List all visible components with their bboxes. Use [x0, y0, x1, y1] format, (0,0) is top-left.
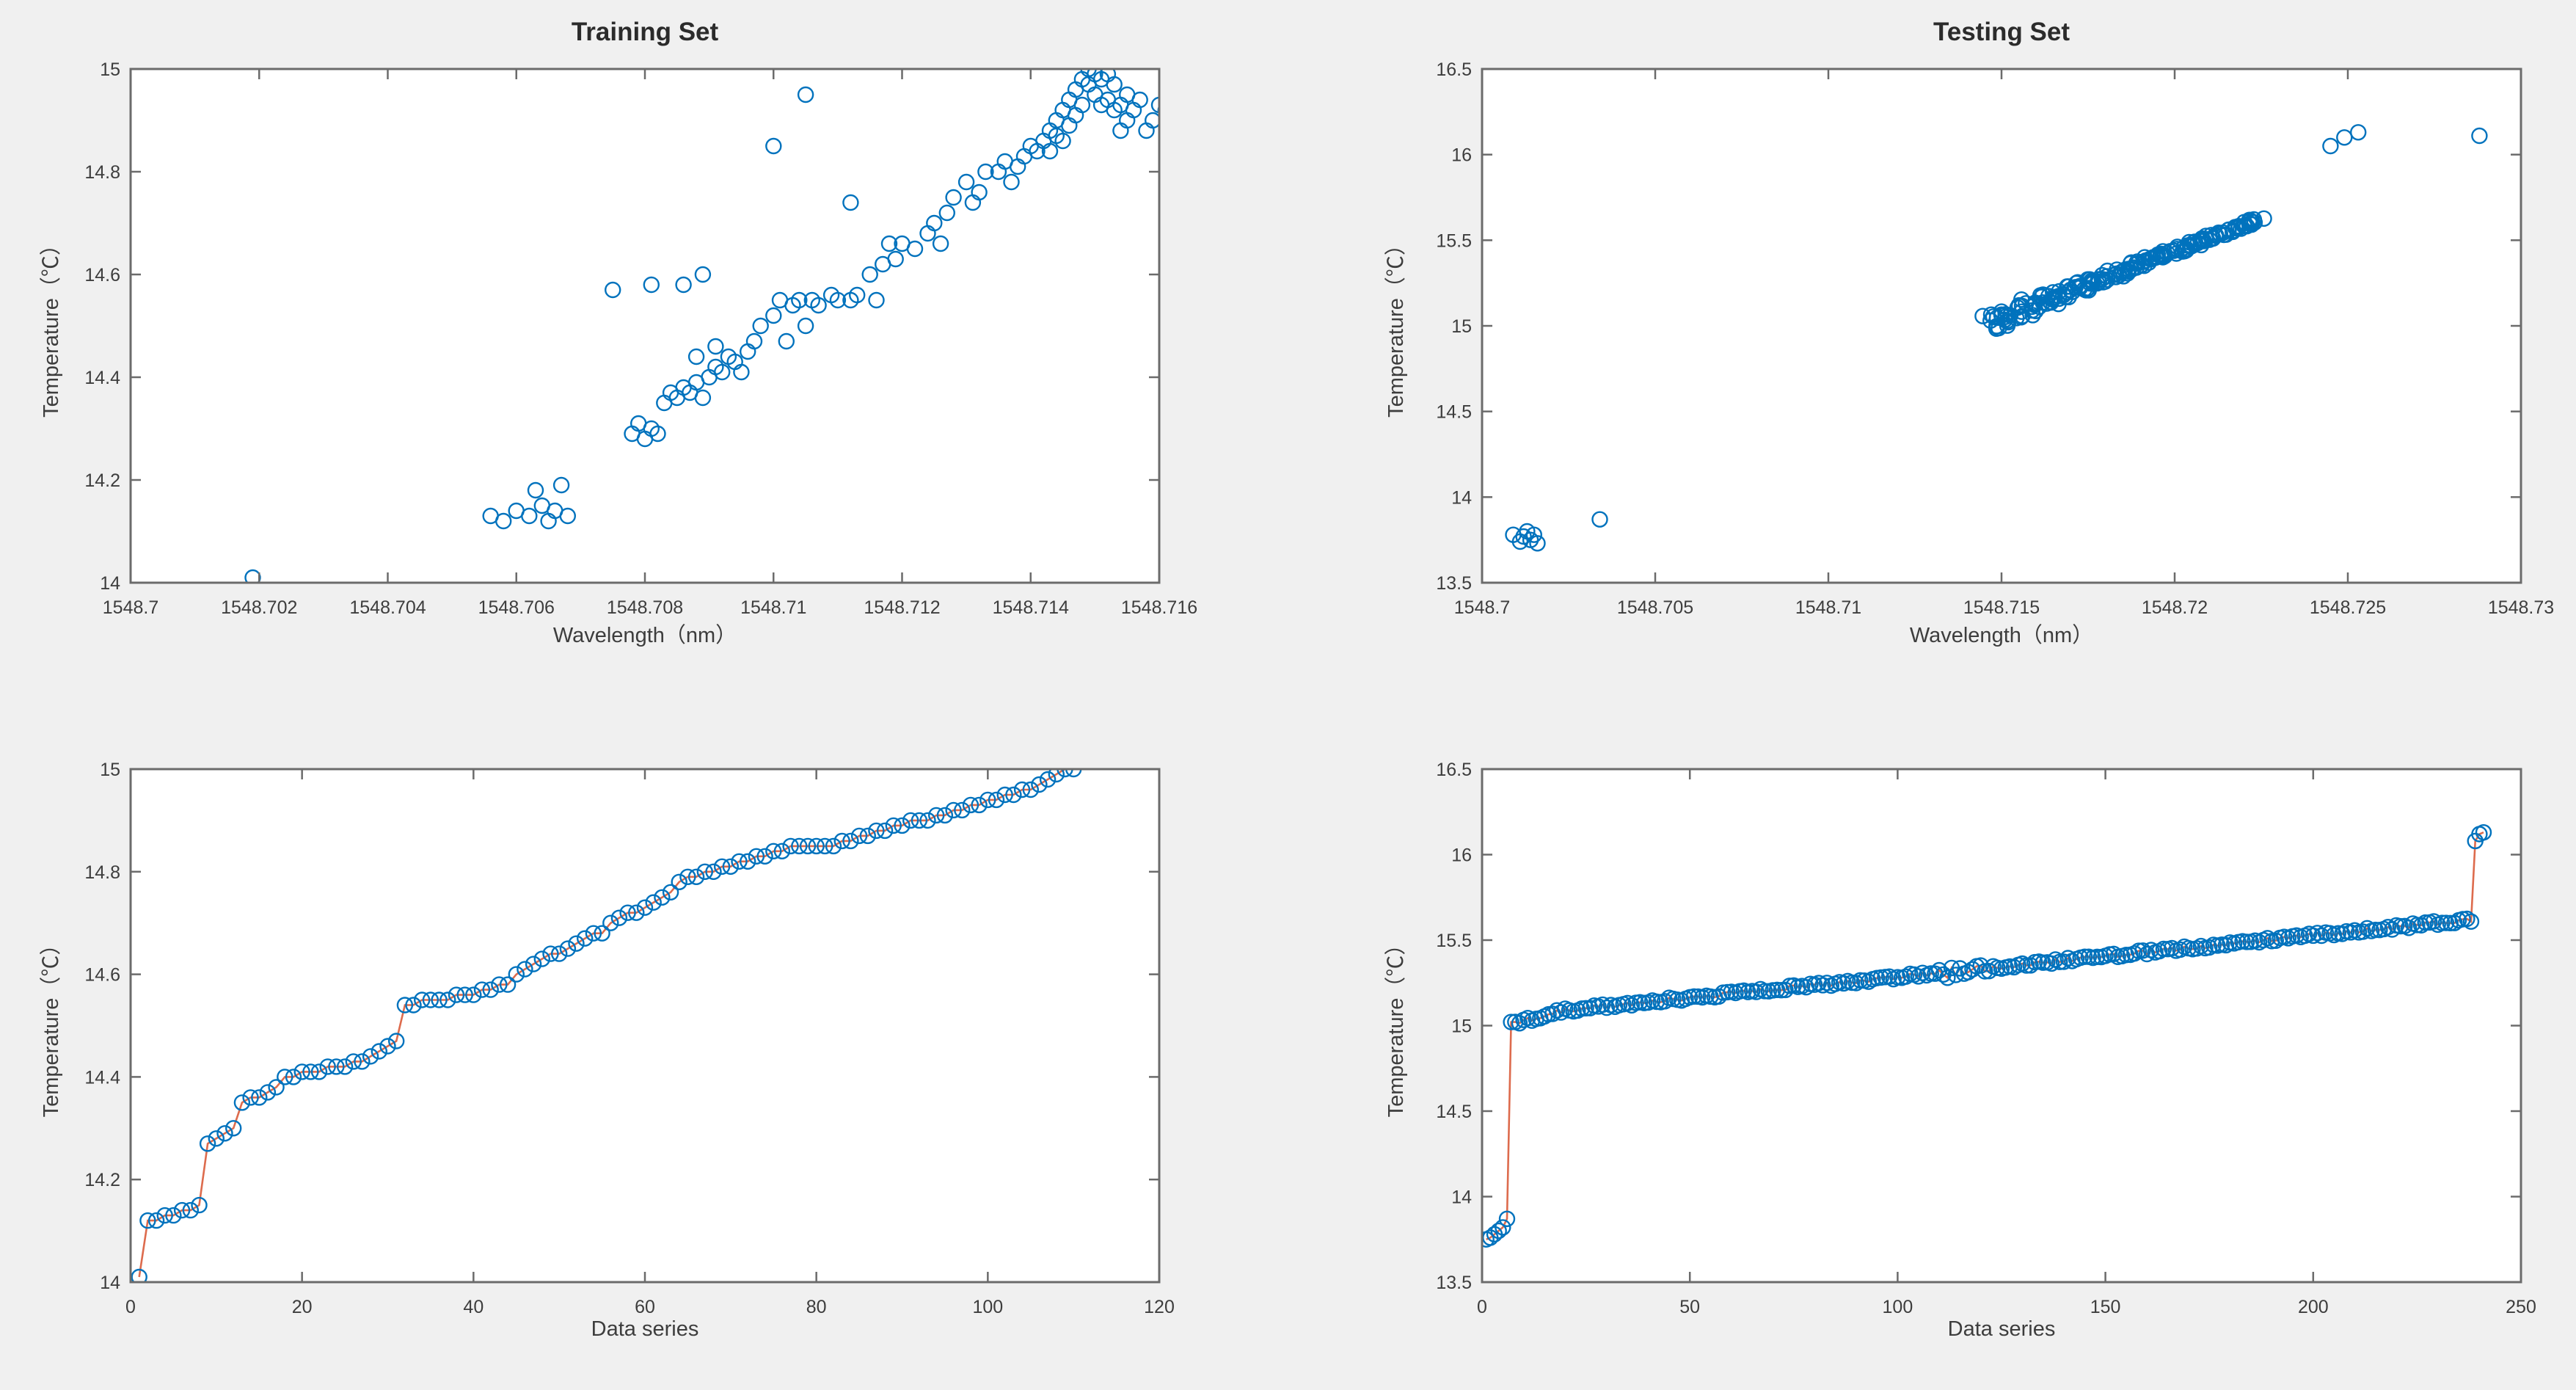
svg-text:1548.714: 1548.714 — [993, 597, 1069, 618]
svg-text:14: 14 — [1451, 1187, 1472, 1208]
svg-text:1548.706: 1548.706 — [478, 597, 555, 618]
svg-text:1548.712: 1548.712 — [864, 597, 940, 618]
svg-text:14.5: 14.5 — [1436, 1102, 1472, 1122]
svg-text:15: 15 — [100, 59, 120, 80]
svg-text:50: 50 — [1679, 1297, 1700, 1317]
y-axis-label: Temperature（℃） — [40, 934, 63, 1118]
svg-text:150: 150 — [2090, 1297, 2121, 1317]
svg-text:1548.72: 1548.72 — [2142, 597, 2208, 618]
svg-text:1548.73: 1548.73 — [2488, 597, 2554, 618]
svg-text:14: 14 — [100, 1273, 120, 1293]
svg-text:15.5: 15.5 — [1436, 931, 1472, 951]
testing-series-line-chart: 0 50 100 150 200 250 13.5 14 14.5 15 15.5 16 16.5 Da… — [1288, 695, 2576, 1390]
svg-text:1548.7: 1548.7 — [103, 597, 158, 618]
svg-text:0: 0 — [125, 1297, 136, 1317]
svg-text:16: 16 — [1451, 145, 1472, 166]
svg-text:60: 60 — [635, 1297, 655, 1317]
svg-text:1548.704: 1548.704 — [349, 597, 426, 618]
svg-text:1548.71: 1548.71 — [1795, 597, 1861, 618]
svg-text:200: 200 — [2298, 1297, 2329, 1317]
chart-title: Testing Set — [1933, 18, 2070, 46]
x-axis-label: Wavelength（nm） — [552, 624, 737, 647]
testing-series-plot-area: 0 50 100 150 200 250 13.5 14 14.5 15 15.5 16 16.5 — [1436, 760, 2536, 1317]
svg-text:14.8: 14.8 — [84, 162, 120, 183]
svg-text:1548.716: 1548.716 — [1121, 597, 1197, 618]
training-series-line-chart: 0 20 40 60 80 100 120 14 14.2 14.4 14.6 14.8 15 Data… — [0, 695, 1288, 1390]
svg-text:14.6: 14.6 — [84, 265, 120, 285]
y-axis-label: Temperature（℃） — [1384, 934, 1408, 1118]
svg-text:14.2: 14.2 — [84, 1170, 120, 1190]
svg-text:120: 120 — [1144, 1297, 1175, 1317]
svg-text:15: 15 — [1451, 316, 1472, 337]
svg-text:15: 15 — [100, 760, 120, 780]
svg-text:14: 14 — [100, 573, 120, 594]
svg-text:20: 20 — [292, 1297, 313, 1317]
svg-text:14.4: 14.4 — [84, 368, 120, 388]
svg-text:40: 40 — [463, 1297, 484, 1317]
y-axis-label: Temperature（℃） — [40, 234, 63, 418]
svg-text:14.4: 14.4 — [84, 1067, 120, 1088]
svg-text:16.5: 16.5 — [1436, 760, 1472, 780]
svg-text:14.5: 14.5 — [1436, 402, 1472, 423]
training-set-plot-area: 1548.7 1548.702 1548.704 1548.706 1548.708 15… — [84, 59, 1197, 618]
training-set-scatter-chart: 1548.7 1548.702 1548.704 1548.706 1548.708 15… — [0, 0, 1288, 695]
svg-text:1548.705: 1548.705 — [1617, 597, 1693, 618]
svg-text:16: 16 — [1451, 845, 1472, 866]
svg-text:13.5: 13.5 — [1436, 1273, 1472, 1293]
svg-text:80: 80 — [806, 1297, 827, 1317]
training-series-plot-area: 0 20 40 60 80 100 120 14 14.2 14.4 14.6 14.8 15 — [84, 760, 1175, 1317]
testing-set-plot-area: 1548.7 1548.705 1548.71 1548.715 1548.72 1548… — [1436, 59, 2554, 618]
svg-text:15.5: 15.5 — [1436, 230, 1472, 251]
svg-text:0: 0 — [1477, 1297, 1487, 1317]
svg-text:1548.708: 1548.708 — [607, 597, 683, 618]
svg-text:1548.7: 1548.7 — [1454, 597, 1510, 618]
svg-text:250: 250 — [2506, 1297, 2536, 1317]
x-axis-label: Data series — [1947, 1317, 2056, 1341]
svg-text:1548.725: 1548.725 — [2310, 597, 2386, 618]
svg-text:14: 14 — [1451, 487, 1472, 508]
svg-text:15: 15 — [1451, 1016, 1472, 1037]
svg-text:1548.702: 1548.702 — [221, 597, 297, 618]
x-axis-label: Data series — [591, 1317, 699, 1341]
svg-text:14.6: 14.6 — [84, 965, 120, 986]
svg-text:100: 100 — [972, 1297, 1003, 1317]
x-axis-label: Wavelength（nm） — [1909, 624, 2094, 647]
chart-title: Training Set — [571, 18, 719, 46]
svg-text:13.5: 13.5 — [1436, 573, 1472, 594]
svg-text:1548.71: 1548.71 — [740, 597, 806, 618]
svg-text:1548.715: 1548.715 — [1963, 597, 2040, 618]
svg-text:16.5: 16.5 — [1436, 59, 1472, 80]
testing-set-scatter-chart: 1548.7 1548.705 1548.71 1548.715 1548.72 1548… — [1288, 0, 2576, 695]
svg-text:100: 100 — [1883, 1297, 1913, 1317]
svg-text:14.8: 14.8 — [84, 862, 120, 883]
y-axis-label: Temperature（℃） — [1384, 234, 1408, 418]
svg-text:14.2: 14.2 — [84, 470, 120, 491]
